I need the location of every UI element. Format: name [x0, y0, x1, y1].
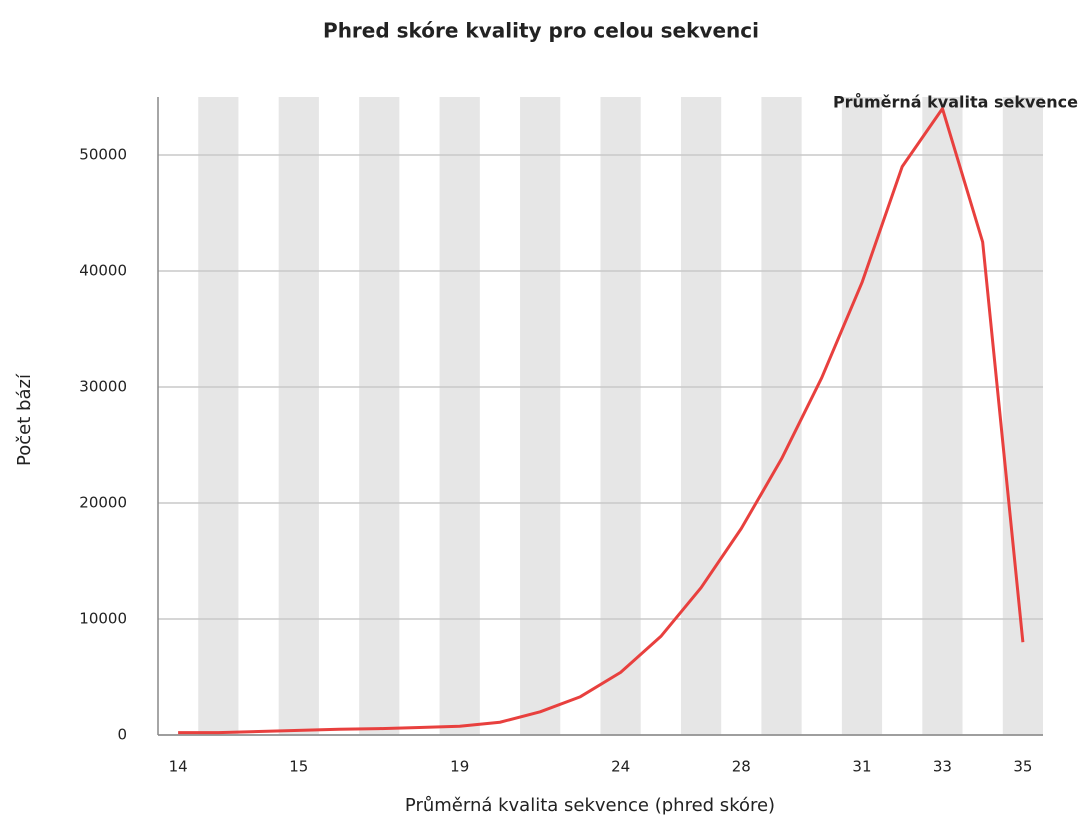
x-axis-label: Průměrná kvalita sekvence (phred skóre): [405, 795, 775, 816]
x-tick-label: 24: [611, 758, 630, 776]
category-stripe: [922, 97, 963, 735]
chart-title: Phred skóre kvality pro celou sekvenci: [323, 19, 759, 43]
category-stripe: [198, 97, 239, 735]
x-tick-label: 33: [933, 758, 952, 776]
y-tick-label: 30000: [79, 378, 127, 396]
x-tick-label: 14: [169, 758, 188, 776]
category-stripe: [278, 97, 319, 735]
category-stripe: [841, 97, 883, 735]
legend-entry: Průměrná kvalita sekvence: [833, 93, 1078, 112]
y-tick-label: 10000: [79, 610, 127, 628]
x-tick-label: 31: [852, 758, 871, 776]
category-stripe: [439, 97, 480, 735]
x-tick-label: 28: [732, 758, 751, 776]
x-tick-label: 15: [289, 758, 308, 776]
category-stripe: [520, 97, 561, 735]
category-stripe: [680, 97, 722, 735]
x-tick-label: 35: [1013, 758, 1032, 776]
y-tick-label: 40000: [79, 262, 127, 280]
y-axis-label: Počet bází: [14, 373, 35, 466]
data-line: [178, 107, 1025, 735]
category-stripe: [761, 97, 802, 735]
category-stripe: [359, 97, 400, 735]
y-tick-label: 0: [117, 726, 127, 744]
category-stripe: [600, 97, 641, 735]
x-tick-label: 19: [450, 758, 469, 776]
y-tick-label: 20000: [79, 494, 127, 512]
y-tick-label: 50000: [79, 146, 127, 164]
